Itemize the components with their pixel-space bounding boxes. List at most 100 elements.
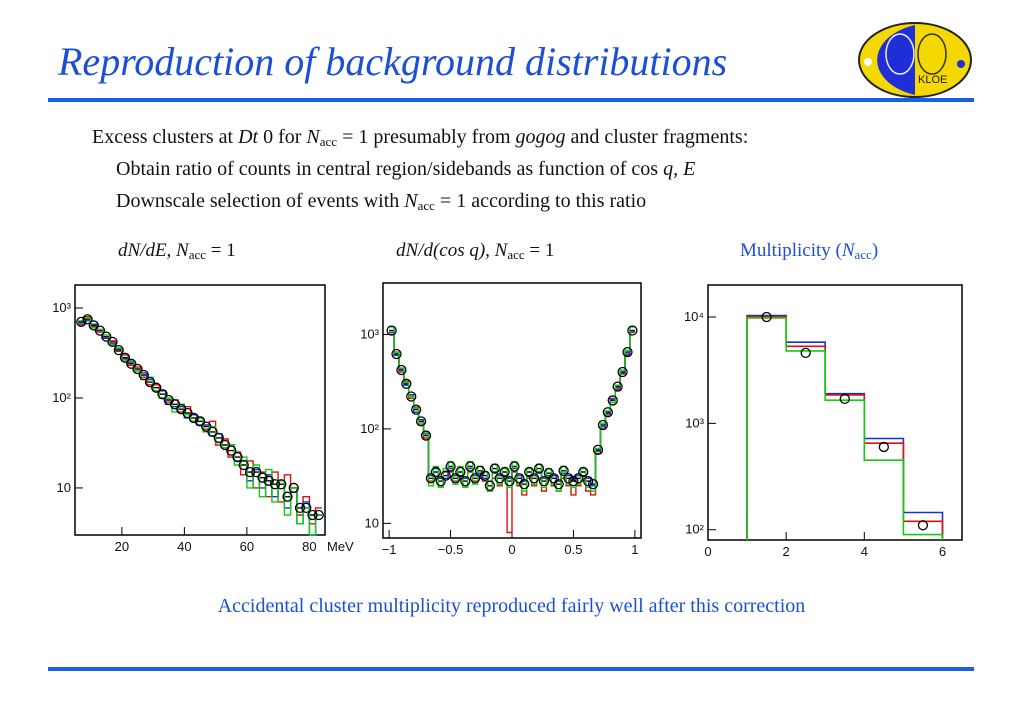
data-point xyxy=(415,416,427,427)
y-tick-label: 10² xyxy=(52,390,71,405)
data-point xyxy=(94,325,106,336)
data-point xyxy=(494,473,505,484)
histogram-bar-series xyxy=(746,317,944,541)
data-point xyxy=(151,382,162,393)
data-point xyxy=(612,381,623,392)
slide-title: Reproduction of background distributions xyxy=(58,39,728,84)
data-point xyxy=(573,473,584,484)
data-point xyxy=(460,475,471,487)
bottom-rule xyxy=(48,667,974,671)
data-point xyxy=(479,470,491,481)
data-point xyxy=(455,466,466,478)
data-point xyxy=(138,369,149,381)
data-point xyxy=(207,426,218,438)
data-point xyxy=(430,466,441,478)
data-point xyxy=(88,320,99,331)
data-point xyxy=(553,479,564,490)
data-point xyxy=(917,520,929,531)
data-point xyxy=(406,391,417,402)
data-point xyxy=(528,473,540,484)
y-tick-label: 10² xyxy=(685,522,704,537)
data-point xyxy=(294,502,306,514)
data-point xyxy=(839,393,850,404)
plot-frame xyxy=(707,284,963,541)
data-point xyxy=(107,336,118,348)
x-tick-label: 0 xyxy=(508,542,515,557)
x-tick-label: 1 xyxy=(631,542,638,557)
data-point xyxy=(627,325,638,336)
bullet-2: Obtain ratio of counts in central region… xyxy=(116,158,696,180)
bullet-1: Excess clusters at Dt 0 for Nacc = 1 pre… xyxy=(92,126,749,149)
x-tick-label: 20 xyxy=(115,539,129,554)
data-point xyxy=(489,463,500,474)
data-point xyxy=(182,407,193,419)
data-point xyxy=(391,348,402,360)
x-tick-label: 6 xyxy=(939,544,946,559)
data-point xyxy=(878,441,889,453)
data-point xyxy=(597,419,609,431)
y-tick-label: 10³ xyxy=(360,326,379,341)
data-point xyxy=(238,459,249,471)
data-point xyxy=(499,466,510,478)
data-point xyxy=(519,479,530,490)
data-point xyxy=(226,445,237,456)
x-tick-label: 4 xyxy=(861,544,868,559)
data-point xyxy=(213,432,224,444)
data-point xyxy=(622,346,633,358)
delta-symbol: Dt xyxy=(238,126,259,148)
data-point xyxy=(401,378,412,389)
data-point xyxy=(251,466,262,478)
x-tick-label: 80 xyxy=(302,539,316,554)
x-tick-label: −1 xyxy=(382,542,397,557)
data-point xyxy=(563,473,574,484)
data-point xyxy=(76,316,87,328)
data-point xyxy=(288,482,299,494)
histogram-bar-series xyxy=(746,314,944,541)
data-point xyxy=(578,466,589,478)
series-line xyxy=(389,326,635,492)
bullet-3: Downscale selection of events with Nacc … xyxy=(116,190,647,213)
data-point xyxy=(607,395,618,406)
data-point xyxy=(194,416,206,427)
data-point xyxy=(568,475,579,487)
data-point xyxy=(144,376,156,388)
data-point xyxy=(396,364,407,376)
data-point xyxy=(484,480,496,491)
data-point xyxy=(617,366,628,378)
data-point xyxy=(263,475,274,486)
data-point xyxy=(257,472,268,483)
plot-frame xyxy=(74,284,326,536)
data-point xyxy=(504,475,515,487)
y-tick-label: 10 xyxy=(57,480,71,495)
data-point xyxy=(219,439,231,451)
data-point xyxy=(445,461,456,472)
data-point xyxy=(450,473,461,484)
data-point xyxy=(82,314,93,325)
data-point xyxy=(313,509,324,521)
data-point xyxy=(558,465,569,476)
data-point xyxy=(232,451,243,463)
data-point xyxy=(533,463,545,474)
x-unit-label: MeV xyxy=(327,539,354,554)
data-point xyxy=(157,389,168,400)
data-point xyxy=(469,473,481,484)
data-point xyxy=(119,352,131,363)
y-tick-label: 10 xyxy=(365,515,379,530)
y-tick-label: 10³ xyxy=(52,300,71,315)
data-point xyxy=(411,404,422,415)
top-rule xyxy=(48,98,974,102)
data-point xyxy=(307,509,318,521)
x-tick-label: 40 xyxy=(177,539,191,554)
data-point xyxy=(420,430,432,441)
data-point xyxy=(524,466,535,478)
data-point xyxy=(800,347,811,359)
data-point xyxy=(244,466,256,478)
data-point xyxy=(440,470,451,481)
data-point xyxy=(132,363,143,375)
data-point xyxy=(201,421,212,432)
data-point xyxy=(509,461,520,472)
y-tick-label: 10⁴ xyxy=(684,309,704,324)
data-point xyxy=(126,358,137,369)
